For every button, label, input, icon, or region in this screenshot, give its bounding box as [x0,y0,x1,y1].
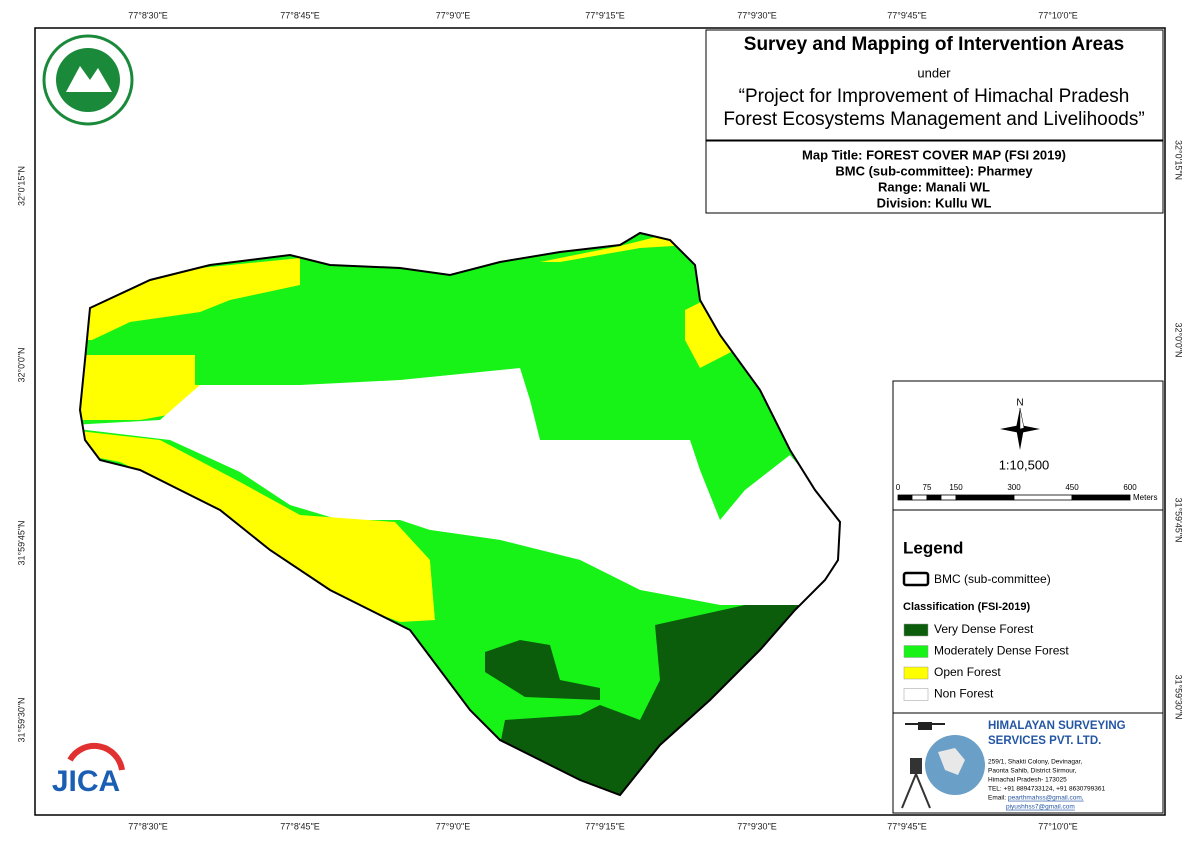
division: Division: Kullu WL [877,195,992,210]
longitude-label: 77°9'15"E [585,821,625,831]
company-logo [901,722,985,809]
longitude-label: 77°9'0"E [436,10,471,20]
scale-segment [926,494,942,501]
longitude-label: 77°9'45"E [887,10,927,20]
legend-label: BMC (sub-committee) [934,572,1051,586]
open-area [540,236,690,262]
email: piyushhss7@gmail.com [1006,804,1075,811]
legend-subtitle: Classification (FSI-2019) [903,601,1030,613]
longitude-label: 77°8'30"E [128,821,168,831]
legend-swatch [903,623,929,637]
legend-swatch [903,688,929,701]
email: pearthmahss@gmail.com, [1008,795,1084,802]
longitude-label: 77°9'30"E [737,821,777,831]
longitude-label: 77°9'0"E [436,821,471,831]
scale-segment [1013,494,1073,501]
company-name: SERVICES PVT. LTD. [988,735,1101,747]
scale-label: 75 [923,483,932,492]
project-line: “Project for Improvement of Himachal Pra… [739,86,1130,107]
very-dense-area [500,605,805,795]
longitude-label: 77°9'30"E [737,10,777,20]
graticule-labels: 77°8'30"E 77°8'45"E 77°9'0"E 77°9'15"E 77°9'… [16,10,1183,831]
latitude-label: 32°0'0"N [16,347,26,382]
email-label: Email: [988,795,1006,802]
title-box [705,29,1164,141]
legend-label: Very Dense Forest [934,622,1034,636]
logo-forest-dept [42,34,134,126]
address-line: 259/1, Shakti Colony, Devinagar, [988,759,1082,766]
scale-segment [897,494,913,501]
company-address: 259/1, Shakti Colony, Devinagar, Paonta S… [988,759,1105,811]
scale-label: 300 [1007,483,1021,492]
legend-swatch [903,666,929,680]
info-box [705,140,1164,214]
jica-text: JICA [52,765,120,798]
range: Range: Manali WL [878,179,990,194]
title: Survey and Mapping of Intervention Areas [744,34,1124,55]
company-name: HIMALAYAN SURVEYING [988,720,1126,732]
north-arrow [1000,407,1040,450]
scale-segment [955,494,1015,501]
subtitle: under [917,65,951,80]
longitude-label: 77°8'45"E [280,10,320,20]
scale-segment [940,494,957,501]
bmc: BMC (sub-committee): Pharmey [835,163,1033,178]
legend-swatch [903,645,929,658]
scale-label: 0 [896,483,901,492]
legend-label: Open Forest [934,665,1001,679]
legend-title: Legend [903,538,963,557]
project-line: Forest Ecosystems Management and Livelih… [723,109,1144,130]
scale-segment [1071,494,1131,501]
very-dense-area [485,640,600,700]
latitude-label: 32°0'15"N [16,166,26,206]
open-area [685,300,735,368]
legend-label: Moderately Dense Forest [934,644,1069,658]
scale-label: 600 [1123,483,1137,492]
longitude-label: 77°10'0"E [1038,10,1078,20]
longitude-label: 77°8'30"E [128,10,168,20]
longitude-label: 77°8'45"E [280,821,320,831]
open-area [80,430,435,622]
scale-label: 450 [1065,483,1079,492]
latitude-label: 31°59'45"N [1174,497,1184,542]
latitude-label: 31°59'30"N [16,697,26,742]
latitude-label: 31°59'45"N [16,520,26,565]
map-title: Map Title: FOREST COVER MAP (FSI 2019) [802,147,1066,162]
scale-segment [911,494,928,501]
scale-ratio: 1:10,500 [999,457,1050,472]
address-line: Himachal Pradesh- 173025 [988,777,1067,784]
latitude-label: 32°0'0"N [1174,322,1184,357]
longitude-label: 77°10'0"E [1038,821,1078,831]
legend-label: Non Forest [934,687,994,701]
north-label: N [1016,398,1023,409]
latitude-label: 31°59'30"N [1174,674,1184,719]
longitude-label: 77°9'15"E [585,10,625,20]
scale-unit: Meters [1133,493,1157,502]
scale-label: 150 [949,483,963,492]
non-forest-area [80,368,840,605]
longitude-label: 77°9'45"E [887,821,927,831]
legend-swatch [902,571,930,587]
address-line: TEL: +91 8894733124, +91 8630799361 [988,786,1105,793]
logo-jica: JICA [52,742,125,798]
legend-items: Very Dense Forest Moderately Dense Forest… [903,622,1069,701]
latitude-label: 32°0'15"N [1174,140,1184,180]
address-line: Paonta Sahib, District Sirmour, [988,768,1077,775]
open-area [80,258,300,340]
